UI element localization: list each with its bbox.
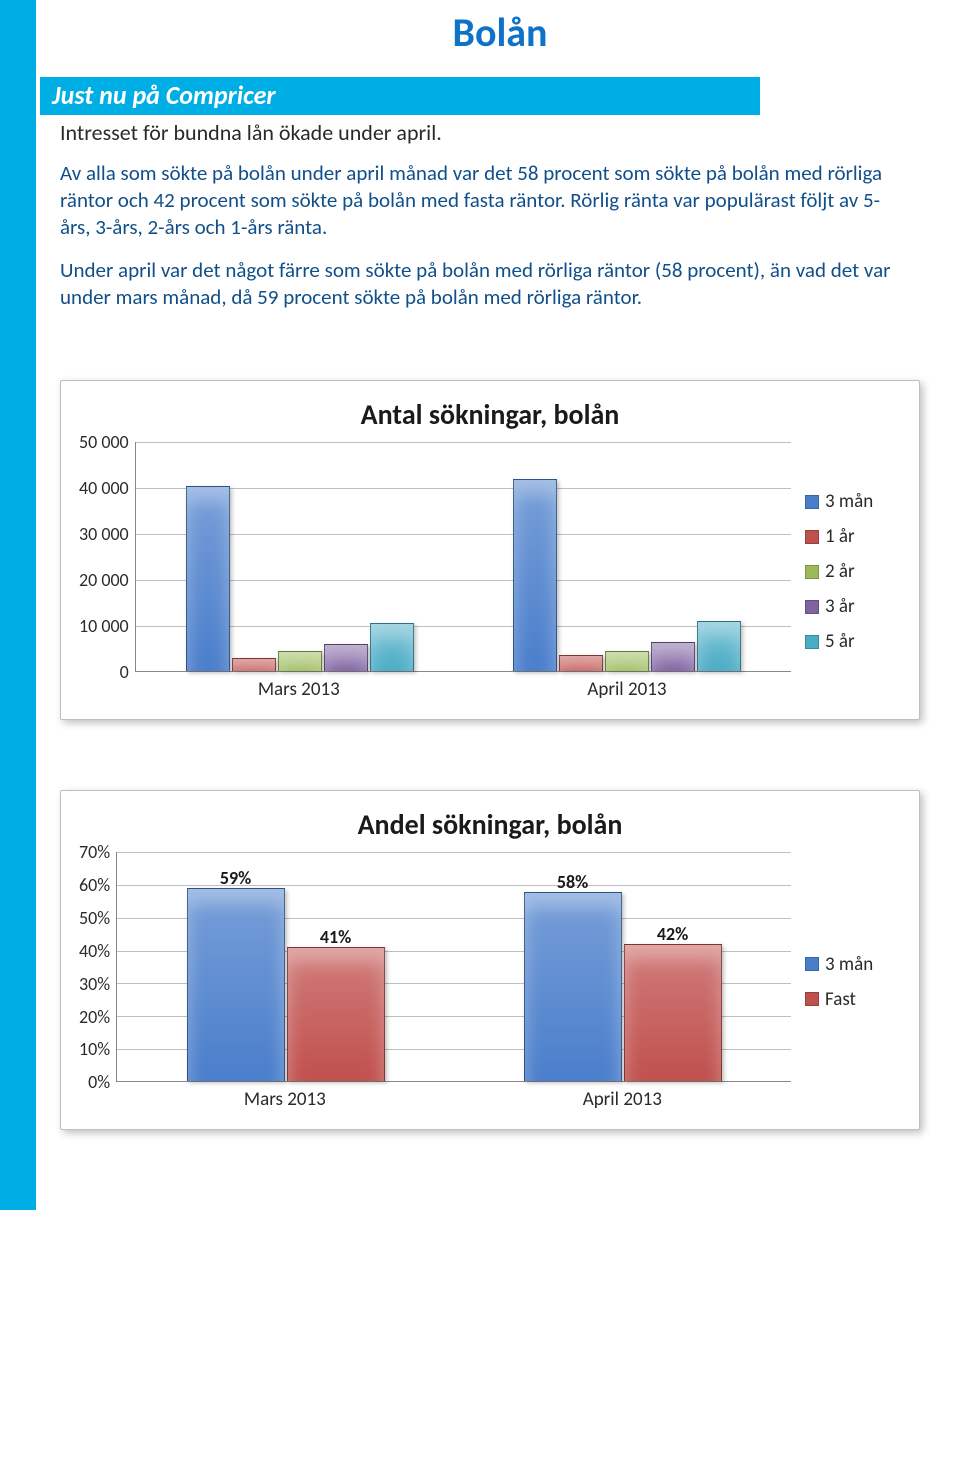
chart1-x-axis: Mars 2013April 2013: [135, 678, 791, 701]
bar-3-år: [324, 644, 368, 671]
legend-label: 1 år: [825, 525, 855, 548]
x-tick-label: Mars 2013: [135, 678, 463, 701]
chart1-legend: 3 mån 1 år 2 år 3 år 5 år: [791, 442, 901, 701]
side-accent-bar: [0, 0, 36, 1210]
bar-value-label: 42%: [657, 923, 688, 945]
bar-3-mån: [186, 486, 230, 671]
bar-3-mån: [513, 479, 557, 671]
legend-swatch: [805, 565, 819, 579]
bar-5-år: [697, 621, 741, 671]
legend-item: 5 år: [805, 630, 901, 653]
legend-swatch: [805, 635, 819, 649]
legend-label: 5 år: [825, 630, 855, 653]
legend-label: Fast: [825, 988, 856, 1011]
bar-3-mån: 58%: [524, 892, 622, 1082]
legend-swatch: [805, 495, 819, 509]
legend-swatch: [805, 530, 819, 544]
bar-3-år: [651, 642, 695, 672]
legend-swatch: [805, 992, 819, 1006]
legend-item: 3 mån: [805, 953, 901, 976]
legend-item: 3 mån: [805, 490, 901, 513]
bar-3-mån: 59%: [187, 888, 285, 1081]
bar-cluster: 59%41%: [117, 852, 454, 1081]
chart1-plot: [135, 442, 791, 672]
legend-item: Fast: [805, 988, 901, 1011]
chart1-y-axis: 50 00040 00030 00020 00010 0000: [79, 442, 135, 672]
chart1-title: Antal sökningar, bolån: [79, 397, 901, 432]
page-title: Bolån: [453, 8, 548, 57]
bar-cluster: 58%42%: [454, 852, 791, 1081]
legend-label: 3 år: [825, 595, 855, 618]
chart2-x-axis: Mars 2013April 2013: [116, 1088, 791, 1111]
bar-cluster: [463, 442, 791, 671]
chart2-legend: 3 mån Fast: [791, 852, 901, 1111]
bar-Fast: 42%: [624, 944, 722, 1081]
legend-label: 3 mån: [825, 953, 873, 976]
legend-swatch: [805, 600, 819, 614]
legend-label: 3 mån: [825, 490, 873, 513]
legend-item: 3 år: [805, 595, 901, 618]
x-tick-label: Mars 2013: [116, 1088, 453, 1111]
body-paragraph-1: Av alla som sökte på bolån under april m…: [60, 160, 900, 241]
bar-value-label: 59%: [220, 867, 251, 889]
legend-label: 2 år: [825, 560, 855, 583]
legend-item: 2 år: [805, 560, 901, 583]
body-paragraph-2: Under april var det något färre som sökt…: [60, 257, 900, 311]
chart-andel-sokningar: Andel sökningar, bolån 70%60%50%40%30%20…: [60, 790, 920, 1130]
bar-1-år: [232, 658, 276, 672]
x-tick-label: April 2013: [463, 678, 791, 701]
chart-antal-sokningar: Antal sökningar, bolån 50 00040 00030 00…: [60, 380, 920, 720]
chart2-y-axis: 70%60%50%40%30%20%10%0%: [79, 852, 116, 1082]
x-tick-label: April 2013: [454, 1088, 791, 1111]
bar-cluster: [136, 442, 464, 671]
legend-item: 1 år: [805, 525, 901, 548]
legend-swatch: [805, 957, 819, 971]
bar-5-år: [370, 623, 414, 671]
intro-line: Intresset för bundna lån ökade under apr…: [60, 115, 940, 160]
chart2-title: Andel sökningar, bolån: [79, 807, 901, 842]
bar-value-label: 58%: [557, 871, 588, 893]
bar-2-år: [605, 651, 649, 672]
bar-1-år: [559, 655, 603, 671]
bar-2-år: [278, 651, 322, 672]
section-header: Just nu på Compricer: [40, 77, 760, 115]
bar-value-label: 41%: [320, 926, 351, 948]
bar-Fast: 41%: [287, 947, 385, 1081]
chart2-plot: 59%41%58%42%: [116, 852, 791, 1082]
